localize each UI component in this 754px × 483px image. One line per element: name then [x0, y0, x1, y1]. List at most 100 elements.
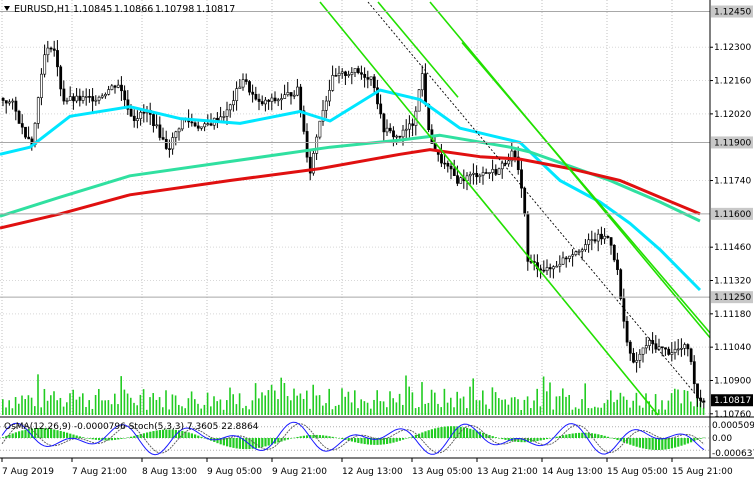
volume-bar	[235, 404, 238, 415]
ma-line	[0, 88, 702, 292]
volume-bar	[181, 406, 183, 415]
volume-bar	[459, 398, 462, 415]
candle-body	[244, 79, 248, 82]
volume-bar	[190, 391, 193, 415]
ma-line	[0, 148, 701, 230]
volume-bar	[261, 392, 263, 415]
osma-bar	[677, 438, 680, 447]
candle-body	[132, 115, 136, 121]
candle-body	[251, 91, 255, 95]
volume-bar	[334, 405, 337, 415]
candle-body	[107, 89, 111, 95]
candle-body	[24, 126, 27, 138]
osma-bar	[347, 438, 350, 441]
volume-bar	[331, 409, 334, 415]
volume-bar	[254, 383, 257, 415]
candle-body	[635, 360, 639, 363]
volume-bar	[245, 405, 247, 415]
volume-bar	[114, 393, 116, 415]
volume-bar	[629, 407, 631, 415]
osma-bar	[219, 438, 222, 445]
osma-bar	[357, 438, 360, 443]
osma-bar	[360, 438, 363, 444]
candle-body	[702, 400, 706, 403]
candle-body	[142, 111, 146, 114]
volume-bar	[622, 396, 625, 415]
candle-body	[68, 96, 72, 101]
osma-bar	[27, 429, 30, 438]
osma-bar	[184, 431, 187, 438]
osma-bar	[472, 429, 475, 438]
candle-body	[302, 110, 306, 132]
osma-bar	[245, 438, 248, 450]
volume-bar	[616, 399, 618, 415]
osma-bar	[440, 427, 443, 438]
candle-body	[424, 73, 427, 105]
osma-bar	[642, 438, 645, 449]
osma-bar	[46, 428, 49, 438]
volume-bar	[389, 391, 391, 415]
volume-bar	[104, 400, 106, 415]
volume-bar	[315, 395, 318, 415]
volume-bar	[632, 400, 634, 415]
y-tick-label: 1.11740	[714, 177, 751, 187]
candle-body	[238, 86, 242, 89]
volume-bar	[398, 393, 401, 415]
candle-body	[683, 344, 687, 349]
candle-body	[568, 255, 571, 259]
osma-bar	[603, 435, 606, 438]
ohlc-high: 1.10866	[114, 4, 153, 15]
osma-bar	[293, 437, 296, 439]
candle-body	[328, 90, 331, 102]
candle-body	[548, 267, 552, 270]
osma-bar	[395, 438, 398, 442]
x-tick-label: 15 Aug 05:00	[607, 467, 668, 477]
volume-bar	[94, 395, 97, 415]
volume-bar	[98, 388, 100, 415]
osma-bar	[37, 428, 40, 438]
candle-body	[270, 97, 274, 102]
candle-body	[292, 94, 296, 97]
time-axis: 7 Aug 2019 7 Aug 21:00 8 Aug 13:00 9 Aug 05…	[0, 457, 754, 477]
candle-body	[475, 172, 479, 178]
volume-bar	[613, 402, 615, 415]
x-tick-label: 13 Aug 05:00	[412, 467, 473, 477]
candle-body	[168, 148, 171, 150]
candle-body	[56, 50, 59, 68]
candle-body	[59, 66, 63, 90]
chevron-down-icon[interactable]	[4, 6, 10, 11]
symbol-label: EURUSD,H1	[14, 4, 70, 15]
candle-body	[88, 96, 91, 98]
volume-bar	[549, 382, 551, 415]
osma-bar	[299, 436, 302, 438]
osma-bar	[526, 438, 529, 443]
osma-bar	[667, 438, 670, 449]
candle-body	[27, 136, 31, 140]
volume-bar	[168, 409, 170, 415]
osma-bar	[72, 434, 75, 438]
volume-bar	[251, 400, 254, 415]
osma-bar	[638, 438, 641, 448]
volume-bar	[222, 409, 225, 415]
volume-bar	[5, 407, 7, 415]
candle-body	[91, 96, 95, 102]
volume-bar	[590, 408, 593, 415]
candle-body	[609, 237, 613, 246]
volume-bar	[530, 408, 532, 415]
candle-body	[273, 97, 277, 102]
volume-bar	[690, 401, 692, 415]
candle-body	[164, 138, 168, 149]
osma-bar	[155, 430, 158, 438]
x-tick-label: 7 Aug 21:00	[72, 467, 127, 477]
candle-body	[46, 47, 50, 56]
osma-bar	[405, 438, 408, 439]
osma-bar	[152, 431, 155, 438]
candle-body	[324, 100, 328, 111]
volume-bar	[350, 402, 353, 415]
volume-bar	[517, 399, 519, 415]
volume-bar	[286, 396, 289, 415]
candle-body	[507, 160, 511, 165]
volume-bar	[139, 394, 142, 415]
candle-body	[497, 168, 501, 175]
candle-body	[648, 340, 651, 346]
